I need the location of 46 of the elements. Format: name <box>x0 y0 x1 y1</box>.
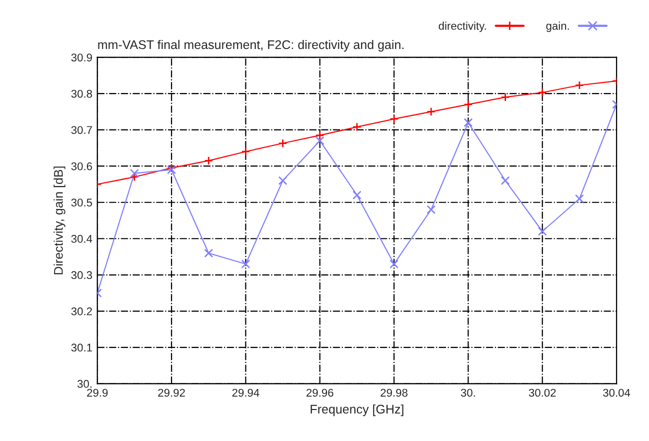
point <box>500 92 510 102</box>
point <box>390 114 399 124</box>
point <box>278 138 288 148</box>
point <box>241 147 250 156</box>
y-tick-label: 30.2 <box>71 307 92 316</box>
point <box>241 260 250 269</box>
x-tick-label: 29.9 <box>87 388 108 397</box>
y-tick-label: 30.4 <box>71 234 92 243</box>
legend-label: gain. <box>546 22 569 32</box>
point <box>538 88 547 97</box>
x-tick-label: 30.04 <box>603 388 630 397</box>
point <box>500 176 510 186</box>
y-axis-title: Directivity, gain [dB] <box>54 166 66 274</box>
legend-label: directivity. <box>438 22 486 32</box>
y-tick-label: 30.3 <box>71 271 92 280</box>
x-tick-label: 30. <box>460 388 475 397</box>
point <box>204 156 214 166</box>
y-tick-label: 30.1 <box>71 344 92 352</box>
y-tick-label: 30.6 <box>71 162 92 170</box>
point <box>390 260 399 269</box>
point <box>352 190 362 200</box>
point <box>204 248 214 258</box>
point <box>464 118 473 128</box>
x-axis-title: Frequency [GHz] <box>310 404 404 416</box>
point <box>352 122 362 132</box>
point <box>130 168 139 178</box>
point <box>278 176 288 186</box>
chart-title: mm-VAST final measurement, F2C: directivity and gain. <box>98 40 404 52</box>
point <box>574 194 584 204</box>
y-tick-label: 30.7 <box>71 126 92 134</box>
point <box>315 136 324 146</box>
point <box>315 130 324 140</box>
x-tick-label: 29.96 <box>306 388 334 397</box>
point <box>426 205 436 214</box>
y-tick-label: 30.9 <box>71 54 92 62</box>
point <box>426 107 436 116</box>
point <box>464 100 473 109</box>
x-tick-label: 29.98 <box>380 388 408 397</box>
y-tick-label: 30.8 <box>71 90 92 98</box>
point <box>538 226 547 236</box>
y-tick-label: 30.5 <box>71 198 92 207</box>
y-tick-label: 30. <box>77 380 92 388</box>
x-tick-label: 29.92 <box>158 388 185 397</box>
point <box>574 80 584 90</box>
x-tick-label: 29.94 <box>232 388 260 397</box>
x-tick-label: 30.02 <box>528 388 556 397</box>
